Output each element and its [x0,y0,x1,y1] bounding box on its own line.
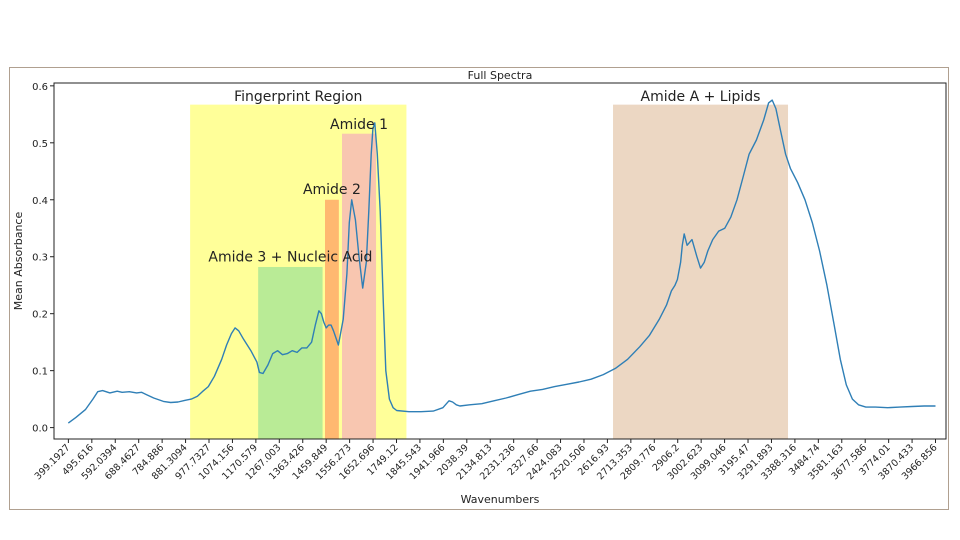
region-3 [342,133,377,439]
x-axis: 399.1927495.616592.0394688.4627784.88688… [33,439,940,482]
region-labels-layer: Fingerprint Region Amide 3 + Nucleic Acid… [208,89,760,265]
y-tick-label-2: 0.2 [32,310,48,321]
region-label-4: Amide A + Lipids [641,89,761,105]
y-tick-label-3: 0.3 [32,253,48,264]
y-tick-label-4: 0.4 [32,196,48,207]
y-axis-label: Mean Absorbance [12,212,25,311]
series-layer [67,99,936,424]
regions-layer [190,104,789,439]
y-axis: 0.0 0.1 0.2 0.3 0.4 0.5 0.6 [32,82,54,435]
region-label-0: Fingerprint Region [234,89,362,105]
region-4 [613,104,789,439]
figure-frame [9,67,949,510]
region-label-1: Amide 3 + Nucleic Acid [208,249,372,265]
y-tick-label-6: 0.6 [32,82,48,93]
region-label-3: Amide 1 [330,117,388,133]
y-tick-label-1: 0.1 [32,367,48,378]
y-tick-label-0: 0.0 [32,424,48,435]
series-line-0 [67,99,936,424]
chart-title: Full Spectra [468,69,533,82]
y-tick-label-5: 0.5 [32,139,48,150]
x-axis-label: Wavenumbers [461,493,540,506]
region-label-2: Amide 2 [303,182,361,198]
region-1 [258,266,323,439]
region-2 [325,199,339,439]
plot-area [53,82,947,440]
